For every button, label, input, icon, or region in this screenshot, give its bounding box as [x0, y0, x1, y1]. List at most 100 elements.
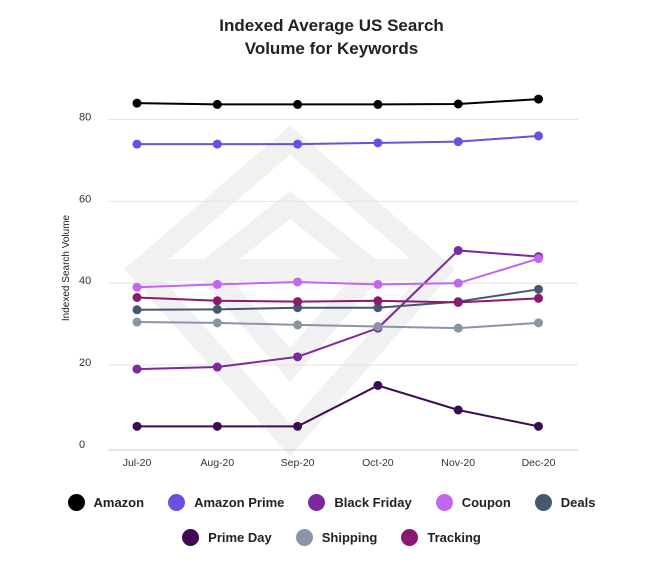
- data-point: [534, 284, 543, 294]
- y-tick-label: 20: [79, 357, 91, 369]
- x-tick-label: Jul-20: [123, 457, 152, 469]
- data-point: [132, 293, 142, 302]
- legend-label: Black Friday: [334, 495, 412, 510]
- legend-marker: [168, 494, 186, 511]
- legend-item: Shipping: [295, 529, 378, 546]
- data-point: [293, 421, 303, 431]
- data-point: [373, 303, 383, 313]
- data-point: [132, 282, 142, 292]
- series-line: [136, 288, 539, 311]
- legend-row: Amazon Amazon Prime Black Friday Coupon Deal…: [0, 494, 663, 511]
- watermark-logo: [124, 125, 456, 457]
- legend-marker: [534, 494, 552, 511]
- series-line: [137, 384, 539, 428]
- data-point: [373, 380, 383, 390]
- legend-marker: [401, 529, 419, 546]
- series-line: [136, 296, 539, 304]
- legend-marker: [308, 494, 326, 511]
- series-coupon: [132, 254, 543, 292]
- series-tracking: [132, 293, 543, 307]
- data-point: [212, 318, 222, 328]
- series-amazon: [132, 94, 543, 109]
- data-point: [132, 305, 142, 315]
- y-tick-label: 80: [79, 112, 91, 124]
- data-point: [212, 304, 222, 314]
- legend-item: Amazon Prime: [168, 494, 284, 511]
- data-point: [132, 421, 142, 431]
- data-point: [212, 99, 222, 109]
- legend-label: Coupon: [461, 495, 511, 510]
- legend-label: Deals: [560, 495, 596, 510]
- legend-label: Amazon Prime: [194, 495, 285, 510]
- data-point: [212, 362, 222, 372]
- legend-label: Tracking: [427, 530, 481, 545]
- chart-title-line-1: Indexed Average US Search: [219, 16, 444, 35]
- series-shipping: [132, 317, 543, 333]
- legend-item: Deals: [534, 494, 596, 511]
- data-point: [293, 139, 303, 149]
- data-point: [534, 94, 543, 104]
- data-point: [453, 278, 463, 288]
- series-line: [136, 249, 539, 371]
- data-point: [453, 323, 463, 333]
- legend-item: Amazon: [67, 494, 145, 511]
- legend-label: Shipping: [321, 530, 378, 545]
- series-line: [136, 321, 539, 330]
- data-point: [373, 322, 383, 332]
- data-point: [132, 139, 142, 149]
- data-point: [293, 320, 303, 330]
- chart-title: Indexed Average US Search Volume for Key…: [0, 14, 663, 60]
- data-point: [293, 99, 303, 109]
- series-prime-day: [132, 380, 543, 431]
- series-line: [136, 257, 539, 289]
- series-black-friday: [132, 245, 543, 374]
- legend-marker: [182, 529, 200, 546]
- line-chart: 0 20 40 60 80 Jul-20 Aug-20 Sep-20 Oct-20 Nov-20…: [61, 94, 578, 469]
- data-point: [534, 421, 543, 431]
- data-point: [534, 131, 543, 141]
- legend-label: Amazon: [93, 495, 145, 510]
- data-point: [293, 352, 303, 362]
- legend-item: Coupon: [435, 494, 511, 511]
- y-tick-label: 60: [79, 193, 91, 205]
- data-point: [453, 99, 463, 109]
- legend-marker: [67, 494, 85, 511]
- data-point: [293, 297, 303, 307]
- chart-title-line-2: Volume for Keywords: [244, 39, 419, 58]
- data-point: [212, 296, 222, 306]
- data-point: [212, 421, 222, 431]
- data-point: [534, 254, 543, 264]
- data-point: [132, 364, 142, 374]
- data-point: [453, 137, 463, 147]
- series-amazon-prime: [132, 131, 543, 149]
- legend-label: Prime Day: [208, 530, 272, 545]
- data-point: [132, 317, 142, 327]
- data-point: [132, 98, 142, 108]
- data-point: [534, 318, 543, 328]
- data-point: [373, 138, 383, 148]
- x-tick-label: Oct-20: [362, 457, 394, 469]
- data-point: [453, 245, 463, 255]
- data-point: [212, 139, 222, 149]
- x-tick-label: Sep-20: [281, 457, 315, 469]
- legend-marker: [435, 494, 453, 511]
- data-point: [212, 279, 222, 289]
- y-tick-label: 0: [79, 439, 85, 451]
- legend-item: Prime Day: [182, 529, 272, 546]
- series-line: [137, 134, 539, 146]
- data-point: [453, 297, 463, 307]
- data-point: [534, 293, 543, 303]
- data-point: [373, 296, 383, 306]
- data-point: [373, 99, 383, 109]
- data-point: [293, 277, 303, 287]
- x-tick-label: Dec-20: [522, 457, 556, 469]
- legend-item: Tracking: [401, 529, 481, 546]
- legend-row: Prime Day Shipping Tracking: [0, 529, 663, 546]
- legend-marker: [295, 529, 313, 546]
- y-tick-label: 40: [79, 275, 91, 287]
- y-axis-label: Indexed Search Volume: [61, 214, 72, 321]
- series-line: [136, 98, 539, 106]
- data-point: [373, 279, 383, 289]
- data-point: [453, 405, 463, 415]
- x-tick-label: Aug-20: [200, 457, 234, 469]
